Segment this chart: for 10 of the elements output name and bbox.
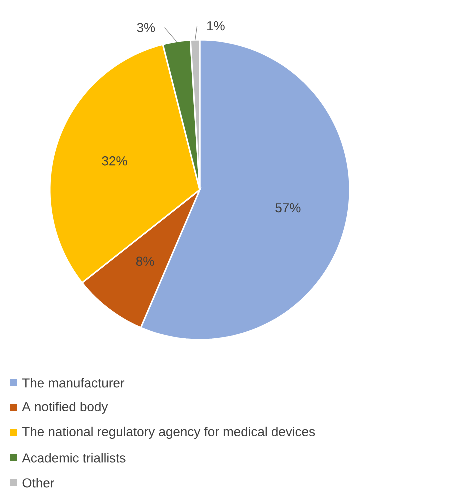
- legend-label: The manufacturer: [22, 378, 125, 388]
- data-label: 57%: [276, 203, 301, 213]
- legend-label: Other: [22, 478, 54, 488]
- legend-label: A notified body: [22, 402, 108, 414]
- legend-label: Academic triallists: [22, 453, 126, 463]
- data-label: 3%: [137, 23, 156, 32]
- data-label: 1%: [208, 22, 225, 31]
- legend-label: The national regulatory agency for medical devices: [22, 426, 316, 440]
- data-label: 32%: [102, 156, 128, 166]
- data-label: 8%: [136, 256, 154, 266]
